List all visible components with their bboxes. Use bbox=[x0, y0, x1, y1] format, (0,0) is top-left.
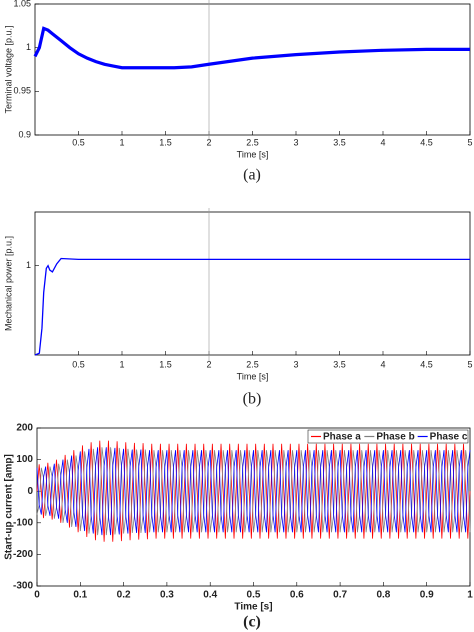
x-tick-label: 2.5 bbox=[246, 137, 259, 147]
x-tick-label: 1 bbox=[467, 590, 473, 601]
data-line bbox=[34, 257, 470, 356]
x-tick-label: 1.5 bbox=[159, 137, 172, 147]
x-tick-label: 0.3 bbox=[160, 590, 174, 601]
y-tick-label: 200 bbox=[16, 423, 33, 434]
x-tick-label: 1.5 bbox=[159, 359, 172, 369]
x-tick-label: 0.5 bbox=[72, 137, 85, 147]
x-tick-label: 0.7 bbox=[333, 590, 347, 601]
x-tick-label: 2.5 bbox=[246, 359, 259, 369]
x-tick-label: 4.5 bbox=[420, 359, 433, 369]
y-axis-label: Terminal voltage [p.u.] bbox=[3, 25, 13, 113]
plot-area bbox=[34, 3, 471, 136]
y-tick-label: 0 bbox=[27, 486, 33, 497]
chart-panel: 0.5 1 1.5 2 2.5 3 3.5 4 4.5 5 1 Time [s] Mechanical … bbox=[3, 208, 473, 408]
caption: (c) bbox=[243, 614, 261, 631]
x-tick-label: 0.6 bbox=[290, 590, 304, 601]
x-tick-label: 5 bbox=[467, 137, 472, 147]
chart-panel: 0.5 1 1.5 2 2.5 3 3.5 4 4.5 5 0.9 0.95 1 1.05 Time [s]… bbox=[3, 0, 473, 184]
x-tick-label: 4 bbox=[380, 359, 385, 369]
y-tick-label: 0.95 bbox=[13, 86, 31, 96]
x-tick-label: 0.1 bbox=[73, 590, 87, 601]
y-tick-label: 100 bbox=[16, 454, 33, 465]
x-tick-label: 5 bbox=[467, 359, 472, 369]
y-axis-label: Mechanical power [p.u.] bbox=[3, 236, 13, 331]
x-tick-label: 0.9 bbox=[420, 590, 434, 601]
y-tick-label: 1.05 bbox=[13, 0, 31, 8]
x-tick-label: 4 bbox=[380, 137, 385, 147]
x-tick-label: 1 bbox=[119, 137, 124, 147]
caption: (b) bbox=[243, 391, 262, 408]
x-tick-label: 2 bbox=[206, 359, 211, 369]
legend-label: Phase b bbox=[376, 432, 414, 443]
x-tick-label: 0 bbox=[34, 590, 40, 601]
y-tick-label: -200 bbox=[13, 549, 33, 560]
x-axis-label: Time [s] bbox=[237, 149, 269, 159]
legend-label: Phase a bbox=[323, 432, 361, 443]
x-tick-label: 3 bbox=[293, 137, 298, 147]
y-tick-label: 1 bbox=[26, 42, 31, 52]
x-tick-label: 3.5 bbox=[333, 359, 346, 369]
plot-area bbox=[34, 211, 471, 356]
x-tick-label: 1 bbox=[119, 359, 124, 369]
data-line bbox=[36, 447, 471, 536]
y-tick-label: 1 bbox=[26, 260, 31, 270]
legend-label: Phase c bbox=[430, 432, 468, 443]
y-tick-label: 0.9 bbox=[18, 129, 31, 139]
y-tick-label: -100 bbox=[13, 517, 33, 528]
x-tick-label: 0.4 bbox=[203, 590, 217, 601]
chart-panel: 0 0.1 0.2 0.3 0.4 0.5 0.6 0.7 0.8 0.9 1 -300 -200 -10… bbox=[4, 423, 474, 631]
y-axis-label: Start-up current [amp] bbox=[4, 454, 15, 560]
x-tick-label: 2 bbox=[206, 137, 211, 147]
x-tick-label: 4.5 bbox=[420, 137, 433, 147]
data-line bbox=[36, 440, 471, 542]
data-line bbox=[36, 447, 471, 536]
x-tick-label: 0.2 bbox=[117, 590, 131, 601]
x-tick-label: 0.5 bbox=[72, 359, 85, 369]
x-tick-label: 3.5 bbox=[333, 137, 346, 147]
x-tick-label: 0.8 bbox=[376, 590, 390, 601]
data-line bbox=[33, 26, 470, 70]
legend-box bbox=[307, 429, 469, 444]
x-axis-label: Time [s] bbox=[234, 602, 272, 613]
y-tick-label: -300 bbox=[13, 581, 33, 592]
x-tick-label: 0.5 bbox=[247, 590, 261, 601]
x-axis-label: Time [s] bbox=[237, 371, 269, 381]
x-tick-label: 3 bbox=[293, 359, 298, 369]
caption: (a) bbox=[243, 167, 261, 184]
